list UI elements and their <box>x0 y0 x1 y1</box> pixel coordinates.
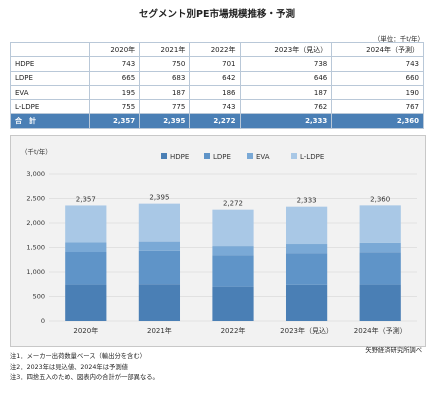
unit-label: （単位：千t/年） <box>373 35 424 43</box>
table-cell: 762 <box>239 99 333 115</box>
data-table: 2020年 2021年 2022年 2023年（見込） 2024年（予測） HD… <box>10 41 424 129</box>
chart-title: セグメント別PE市場規模推移・予測 <box>139 9 295 20</box>
source-note: 矢野経済研究所調べ <box>365 347 422 354</box>
y-tick-label: 1,000 <box>26 268 45 276</box>
bar-segment-eva <box>65 242 107 253</box>
table-cell: 642 <box>189 70 241 86</box>
row-label: LDPE <box>10 70 90 86</box>
column-header: 2023年（見込） <box>239 41 333 58</box>
column-header: 2022年 <box>189 41 241 58</box>
bar-segment-ldpe <box>359 252 401 285</box>
legend-label: HDPE <box>170 153 189 161</box>
legend-swatch <box>161 153 167 159</box>
table-row: EVA 195 187 186 187 190 <box>10 84 424 101</box>
bar-segment-ldpe <box>138 250 181 285</box>
total-cell: 2,357 <box>88 113 141 129</box>
table-row: HDPE 743 750 701 738 743 <box>10 56 424 72</box>
table-cell: 646 <box>239 70 333 86</box>
row-label: L-LDPE <box>10 99 90 115</box>
bar-segment-l-ldpe <box>359 205 401 243</box>
bar-segment-hdpe <box>65 284 107 321</box>
bar-segment-ldpe <box>212 255 254 287</box>
table-cell: 743 <box>189 99 241 115</box>
table-corner-cell <box>10 41 90 58</box>
row-label: HDPE <box>10 56 90 72</box>
table-cell: 750 <box>139 56 191 72</box>
total-label: 2,272 <box>223 200 243 208</box>
legend-swatch <box>247 153 253 159</box>
table-cell: 775 <box>139 99 191 115</box>
y-axis-label: （千t/年） <box>21 147 52 156</box>
stacked-bar-chart: （千t/年） 0 500 1,000 1,500 2,000 2,500 3,000 2,357… <box>21 147 417 335</box>
bar-segment-hdpe <box>138 284 181 321</box>
table-cell: 195 <box>88 84 141 101</box>
column-header: 2021年 <box>139 41 191 58</box>
bar-segment-l-ldpe <box>65 205 107 243</box>
column-header: 2020年 <box>88 41 141 58</box>
table-cell: 665 <box>88 70 141 86</box>
y-tick-label: 1,500 <box>26 244 45 252</box>
bar-segment-hdpe <box>285 284 328 321</box>
total-cell: 2,272 <box>189 113 241 129</box>
x-tick-label: 2024年（予測） <box>354 326 407 335</box>
table-cell: 190 <box>331 84 424 101</box>
table-cell: 660 <box>331 70 424 86</box>
legend-swatch <box>291 153 297 159</box>
table-row: L-LDPE 755 775 743 762 767 <box>10 99 424 115</box>
column-header: 2024年（予測） <box>331 41 424 58</box>
bar-segment-ldpe <box>65 252 107 285</box>
total-label: 2,360 <box>370 195 390 203</box>
total-label: 2,357 <box>76 195 96 203</box>
table-header-row: 2020年 2021年 2022年 2023年（見込） 2024年（予測） <box>10 41 424 58</box>
bar-segment-eva <box>138 241 181 251</box>
total-label: 2,395 <box>149 194 169 202</box>
bar-segment-l-ldpe <box>285 206 328 245</box>
table-cell: 701 <box>189 56 241 72</box>
y-tick-label: 0 <box>41 317 45 325</box>
legend-swatch <box>204 153 210 159</box>
y-tick-label: 3,000 <box>26 170 45 178</box>
bar-segment-l-ldpe <box>138 203 181 242</box>
bar-segment-hdpe <box>359 284 401 321</box>
table-cell: 187 <box>239 84 333 101</box>
bar-segment-eva <box>285 244 328 254</box>
footnote: 注2．2023年は見込値、2024年は予測値 <box>10 363 128 371</box>
table-cell: 683 <box>139 70 191 86</box>
legend-label: L-LDPE <box>300 153 324 161</box>
total-cell: 2,360 <box>331 113 424 129</box>
footnote: 注3．四捨五入のため、図表内の合計が一部異なる。 <box>10 374 159 381</box>
table-cell: 755 <box>88 99 141 115</box>
total-cell: 2,333 <box>239 113 333 129</box>
table-cell: 187 <box>139 84 191 101</box>
table-cell: 743 <box>331 56 424 72</box>
x-tick-label: 2020年 <box>73 326 98 335</box>
legend-label: EVA <box>256 153 270 161</box>
table-cell: 767 <box>331 99 424 115</box>
bar-segment-hdpe <box>212 286 254 321</box>
table-cell: 186 <box>189 84 241 101</box>
x-tick-label: 2023年（見込） <box>280 326 333 335</box>
total-label: 合 計 <box>10 113 90 129</box>
x-tick-label: 2021年 <box>147 326 172 335</box>
y-tick-label: 2,500 <box>26 195 45 203</box>
bar-segment-eva <box>212 246 254 256</box>
legend-label: LDPE <box>213 153 231 161</box>
table-cell: 743 <box>88 56 141 72</box>
chart-area: （千t/年） 0 500 1,000 1,500 2,000 2,500 3,000 2,357… <box>10 135 426 347</box>
table-total-row: 合 計 2,357 2,395 2,272 2,333 2,360 <box>10 113 424 129</box>
x-tick-label: 2022年 <box>221 326 246 335</box>
y-tick-label: 500 <box>33 293 45 301</box>
footnote: 注1．メーカー出荷数量ベース（輸出分を含む） <box>10 353 146 360</box>
bar-segment-eva <box>359 242 401 253</box>
table-cell: 738 <box>239 56 333 72</box>
table-row: LDPE 665 683 642 646 660 <box>10 70 424 86</box>
total-label: 2,333 <box>297 197 317 205</box>
bar-segment-ldpe <box>285 253 328 285</box>
row-label: EVA <box>10 84 90 101</box>
footnotes: 注1．メーカー出荷数量ベース（輸出分を含む） 注2．2023年は見込値、2024… <box>10 352 159 384</box>
total-cell: 2,395 <box>139 113 191 129</box>
bar-segment-l-ldpe <box>212 209 254 247</box>
y-tick-label: 2,000 <box>26 219 45 227</box>
